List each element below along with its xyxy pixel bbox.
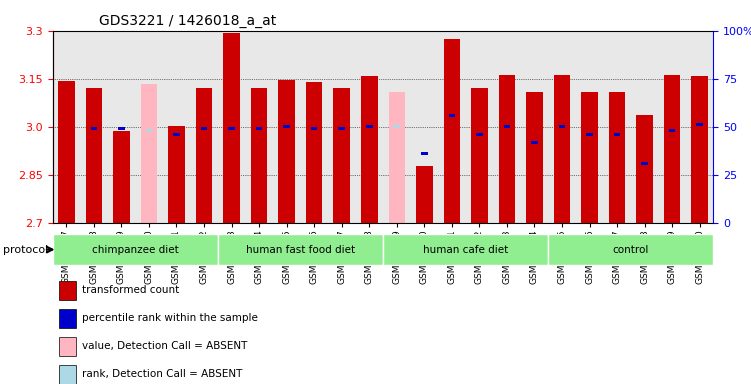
FancyBboxPatch shape (383, 234, 548, 265)
Bar (59, 281, 76, 300)
Text: human cafe diet: human cafe diet (423, 245, 508, 255)
Bar (59, 309, 76, 328)
Bar (641, 162, 648, 165)
Bar (86, 88, 102, 223)
Bar (609, 92, 626, 223)
Bar (531, 141, 538, 144)
Bar (553, 74, 570, 223)
Bar (664, 74, 680, 223)
Bar (306, 82, 322, 223)
Bar (333, 88, 350, 223)
Bar (636, 114, 653, 223)
Bar (251, 88, 267, 223)
Text: chimpanzee diet: chimpanzee diet (92, 245, 179, 255)
FancyBboxPatch shape (53, 234, 218, 265)
Bar (196, 88, 213, 223)
Bar (228, 127, 235, 130)
FancyBboxPatch shape (218, 234, 383, 265)
Bar (366, 125, 372, 128)
Bar (59, 337, 76, 356)
Bar (559, 125, 566, 128)
Bar (91, 127, 97, 130)
Bar (223, 33, 240, 223)
Bar (59, 365, 76, 384)
Text: transformed count: transformed count (83, 285, 179, 295)
Bar (173, 133, 179, 136)
Bar (58, 81, 74, 223)
Bar (361, 76, 378, 223)
Bar (118, 127, 125, 130)
Bar (696, 123, 703, 126)
Bar (448, 114, 455, 117)
Text: rank, Detection Call = ABSENT: rank, Detection Call = ABSENT (83, 369, 243, 379)
Bar (587, 133, 593, 136)
Bar (504, 125, 510, 128)
Bar (388, 92, 405, 223)
Bar (421, 152, 427, 155)
Bar (256, 127, 262, 130)
Bar (146, 129, 152, 132)
Bar (669, 129, 675, 132)
Bar (476, 133, 483, 136)
Text: human fast food diet: human fast food diet (246, 245, 355, 255)
Bar (444, 40, 460, 223)
Bar (394, 125, 400, 128)
Bar (581, 92, 598, 223)
Bar (311, 127, 318, 130)
Bar (416, 166, 433, 223)
Bar (692, 76, 708, 223)
Bar (339, 127, 345, 130)
Text: value, Detection Call = ABSENT: value, Detection Call = ABSENT (83, 341, 248, 351)
Bar (471, 88, 487, 223)
Bar (283, 125, 290, 128)
Bar (279, 80, 295, 223)
Bar (499, 74, 515, 223)
Bar (201, 127, 207, 130)
Bar (140, 84, 157, 223)
Text: control: control (613, 245, 649, 255)
Bar (526, 92, 543, 223)
Text: GDS3221 / 1426018_a_at: GDS3221 / 1426018_a_at (99, 14, 276, 28)
Text: percentile rank within the sample: percentile rank within the sample (83, 313, 258, 323)
Bar (168, 126, 185, 223)
Bar (614, 133, 620, 136)
FancyBboxPatch shape (548, 234, 713, 265)
Bar (113, 131, 130, 223)
Text: protocol: protocol (4, 245, 49, 255)
